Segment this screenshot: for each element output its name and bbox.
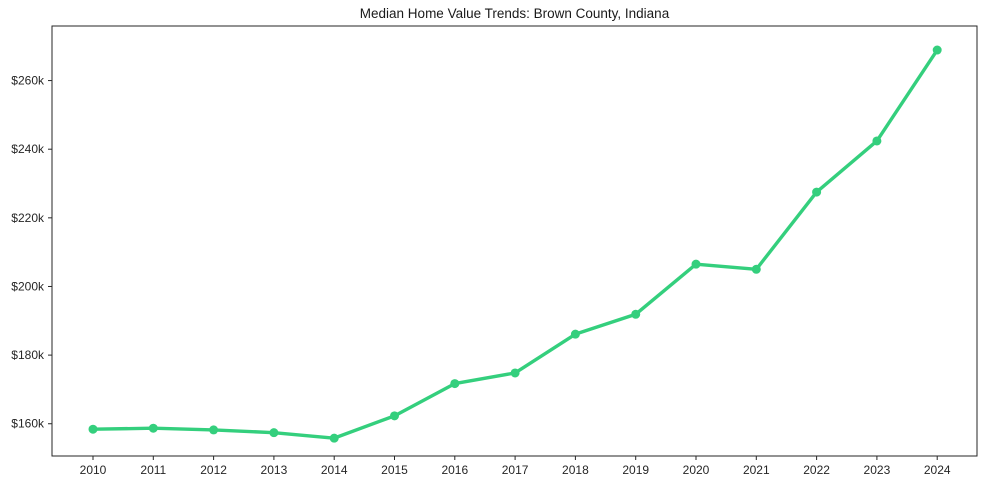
data-point	[570, 329, 580, 339]
y-tick-label: $180k	[11, 348, 45, 362]
x-tick-label: 2024	[924, 463, 951, 477]
x-tick-label: 2020	[683, 463, 710, 477]
data-point	[691, 259, 701, 269]
data-line	[91, 48, 939, 440]
data-point	[932, 45, 942, 55]
data-point	[450, 379, 460, 389]
plot-area: $160k $180k $200k $220k $240k $260k 2010 2011 20…	[11, 25, 978, 477]
data-point	[510, 368, 520, 378]
y-tick-label: $220k	[11, 211, 45, 225]
x-tick-label: 2013	[261, 463, 288, 477]
x-tick-label: 2012	[200, 463, 227, 477]
data-point	[631, 309, 641, 319]
x-tick-label: 2021	[743, 463, 770, 477]
x-tick-label: 2019	[622, 463, 649, 477]
data-point	[390, 411, 400, 421]
x-tick-label: 2010	[80, 463, 107, 477]
y-tick-label: $240k	[11, 142, 45, 156]
x-tick-label: 2017	[502, 463, 529, 477]
y-tick-label: $200k	[11, 279, 45, 293]
data-point	[148, 423, 158, 433]
data-point	[269, 428, 279, 438]
y-tick-label: $160k	[11, 417, 45, 431]
x-tick-label: 2015	[381, 463, 408, 477]
axes-spines	[51, 25, 978, 457]
x-tick-label: 2014	[321, 463, 348, 477]
data-point	[812, 187, 822, 197]
x-tick-label: 2018	[562, 463, 589, 477]
data-point	[88, 424, 98, 434]
data-point	[872, 136, 882, 146]
data-point	[209, 425, 219, 435]
data-point	[329, 433, 339, 443]
chart-title: Median Home Value Trends: Brown County, …	[360, 6, 670, 21]
y-tick-label: $260k	[11, 74, 45, 88]
x-tick-label: 2022	[803, 463, 830, 477]
x-tick-label: 2016	[441, 463, 468, 477]
data-point	[751, 264, 761, 274]
x-tick-label: 2011	[140, 463, 166, 477]
x-tick-label: 2023	[864, 463, 891, 477]
